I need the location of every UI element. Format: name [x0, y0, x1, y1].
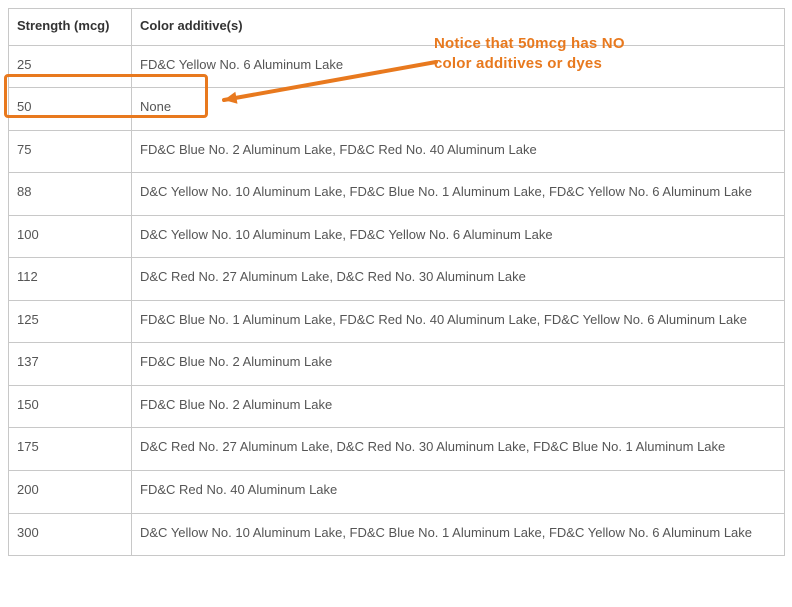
cell-strength: 100: [9, 215, 132, 258]
cell-additives: FD&C Red No. 40 Aluminum Lake: [132, 471, 785, 514]
table-row: 75FD&C Blue No. 2 Aluminum Lake, FD&C Re…: [9, 130, 785, 173]
cell-strength: 125: [9, 300, 132, 343]
cell-strength: 25: [9, 45, 132, 88]
additives-table: Strength (mcg) Color additive(s) 25FD&C …: [8, 8, 785, 556]
annotation-text: Notice that 50mcg has NO color additives…: [434, 34, 625, 73]
table-row: 125FD&C Blue No. 1 Aluminum Lake, FD&C R…: [9, 300, 785, 343]
table-row: 112D&C Red No. 27 Aluminum Lake, D&C Red…: [9, 258, 785, 301]
cell-additives: FD&C Blue No. 2 Aluminum Lake: [132, 385, 785, 428]
cell-additives: FD&C Blue No. 2 Aluminum Lake: [132, 343, 785, 386]
cell-additives: FD&C Blue No. 2 Aluminum Lake, FD&C Red …: [132, 130, 785, 173]
table-row: 200FD&C Red No. 40 Aluminum Lake: [9, 471, 785, 514]
table-row: 88D&C Yellow No. 10 Aluminum Lake, FD&C …: [9, 173, 785, 216]
col-header-strength: Strength (mcg): [9, 9, 132, 46]
cell-additives: D&C Red No. 27 Aluminum Lake, D&C Red No…: [132, 258, 785, 301]
cell-strength: 200: [9, 471, 132, 514]
cell-strength: 300: [9, 513, 132, 556]
cell-strength: 137: [9, 343, 132, 386]
cell-strength: 75: [9, 130, 132, 173]
cell-strength: 50: [9, 88, 132, 131]
cell-strength: 175: [9, 428, 132, 471]
cell-additives: None: [132, 88, 785, 131]
cell-additives: D&C Red No. 27 Aluminum Lake, D&C Red No…: [132, 428, 785, 471]
table-row: 137FD&C Blue No. 2 Aluminum Lake: [9, 343, 785, 386]
cell-additives: D&C Yellow No. 10 Aluminum Lake, FD&C Ye…: [132, 215, 785, 258]
table-header-row: Strength (mcg) Color additive(s): [9, 9, 785, 46]
table-row: 50None: [9, 88, 785, 131]
cell-additives: D&C Yellow No. 10 Aluminum Lake, FD&C Bl…: [132, 513, 785, 556]
table-row: 300D&C Yellow No. 10 Aluminum Lake, FD&C…: [9, 513, 785, 556]
cell-additives: D&C Yellow No. 10 Aluminum Lake, FD&C Bl…: [132, 173, 785, 216]
cell-strength: 88: [9, 173, 132, 216]
table-row: 150FD&C Blue No. 2 Aluminum Lake: [9, 385, 785, 428]
cell-additives: FD&C Blue No. 1 Aluminum Lake, FD&C Red …: [132, 300, 785, 343]
cell-strength: 150: [9, 385, 132, 428]
cell-strength: 112: [9, 258, 132, 301]
table-row: 100D&C Yellow No. 10 Aluminum Lake, FD&C…: [9, 215, 785, 258]
table-row: 25FD&C Yellow No. 6 Aluminum Lake: [9, 45, 785, 88]
table-row: 175D&C Red No. 27 Aluminum Lake, D&C Red…: [9, 428, 785, 471]
